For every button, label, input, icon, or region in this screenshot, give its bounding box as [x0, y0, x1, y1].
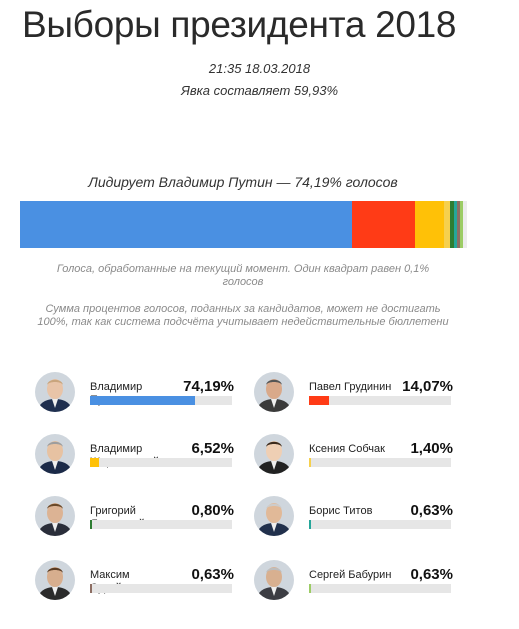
- candidate-card[interactable]: МаксимСурайкин0,63%: [22, 560, 252, 616]
- candidate-card[interactable]: Ксения Собчак 1,40%: [241, 434, 471, 490]
- candidate-bar-track: [90, 584, 232, 593]
- candidate-bar-fill: [90, 396, 196, 405]
- candidate-last-name: Бабурин: [348, 569, 392, 581]
- squares-note: Голоса, обработанные на текущий момент. …: [56, 263, 430, 288]
- candidate-name: Павел Грудинин: [309, 381, 409, 394]
- candidate-bar-fill: [90, 584, 92, 593]
- candidate-first-name: Павел: [309, 381, 341, 393]
- candidate-percent: 6,52%: [191, 440, 234, 457]
- candidate-first-name: Владимир: [90, 443, 143, 455]
- page-title: Выборы президента 2018: [22, 4, 457, 45]
- candidate-percent: 74,19%: [183, 378, 234, 395]
- zhirinovsky-photo: [35, 434, 75, 474]
- candidate-bar-fill: [309, 458, 311, 467]
- candidate-bar-track: [309, 520, 451, 529]
- candidate-bar-fill: [309, 584, 311, 593]
- leader-text: Лидирует Владимир Путин — 74,19% голосов: [88, 174, 398, 190]
- sum-note: Сумма процентов голосов, поданных за кан…: [37, 303, 449, 328]
- candidate-first-name: Григорий: [90, 505, 136, 517]
- candidate-card[interactable]: ВладимирПутин74,19%: [22, 372, 252, 428]
- candidate-bar-fill: [90, 458, 100, 467]
- candidate-first-name: Владимир: [90, 381, 143, 393]
- turnout-text: Явка составляет 59,93%: [180, 83, 338, 98]
- candidate-last-name: Грудинин: [343, 381, 392, 393]
- candidate-bar-track: [309, 396, 451, 405]
- candidate-percent: 1,40%: [410, 440, 453, 457]
- candidate-card[interactable]: Павел Грудинин 14,07%: [241, 372, 471, 428]
- stack-segment-4: [444, 201, 450, 248]
- stack-segment-3: [415, 201, 444, 248]
- candidate-bar-track: [90, 520, 232, 529]
- candidate-first-name: Сергей: [309, 569, 346, 581]
- candidate-bar-track: [309, 584, 451, 593]
- putin-photo: [35, 372, 75, 412]
- stack-segment-6: [454, 201, 457, 248]
- sobchak-photo: [254, 434, 294, 474]
- yavlinsky-photo: [35, 496, 75, 536]
- candidate-bar-fill: [309, 520, 311, 529]
- candidate-bar-track: [309, 458, 451, 467]
- candidate-name: Борис Титов: [309, 505, 409, 518]
- stack-segment-2: [352, 201, 415, 248]
- candidate-bar-fill: [90, 520, 92, 529]
- candidate-percent: 0,80%: [191, 502, 234, 519]
- stack-segment-5: [450, 201, 454, 248]
- candidate-percent: 14,07%: [402, 378, 453, 395]
- candidate-last-name: Собчак: [348, 443, 385, 455]
- candidate-first-name: Ксения: [309, 443, 346, 455]
- candidate-first-name: Максим: [90, 569, 130, 581]
- titov-photo: [254, 496, 294, 536]
- candidate-name: Ксения Собчак: [309, 443, 409, 456]
- grudinin-photo: [254, 372, 294, 412]
- candidate-card[interactable]: ГригорийЯвлинский0,80%: [22, 496, 252, 552]
- baburin-photo: [254, 560, 294, 600]
- candidate-first-name: Борис: [309, 505, 341, 517]
- candidate-bar-track: [90, 396, 232, 405]
- suraykin-photo: [35, 560, 75, 600]
- candidate-percent: 0,63%: [410, 566, 453, 583]
- stack-segment-7: [457, 201, 460, 248]
- candidate-bar-track: [90, 458, 232, 467]
- stack-segment-1: [20, 201, 352, 248]
- candidate-card[interactable]: Сергей Бабурин 0,63%: [241, 560, 471, 616]
- votes-stacked-bar: [20, 201, 467, 248]
- candidate-card[interactable]: Борис Титов 0,63%: [241, 496, 471, 552]
- timestamp: 21:35 18.03.2018: [208, 61, 311, 76]
- stack-segment-8: [460, 201, 463, 248]
- candidate-percent: 0,63%: [410, 502, 453, 519]
- candidate-bar-fill: [309, 396, 329, 405]
- candidate-name: Сергей Бабурин: [309, 569, 409, 582]
- candidate-last-name: Титов: [343, 505, 373, 517]
- candidate-card[interactable]: ВладимирЖириновский6,52%: [22, 434, 252, 490]
- candidate-percent: 0,63%: [191, 566, 234, 583]
